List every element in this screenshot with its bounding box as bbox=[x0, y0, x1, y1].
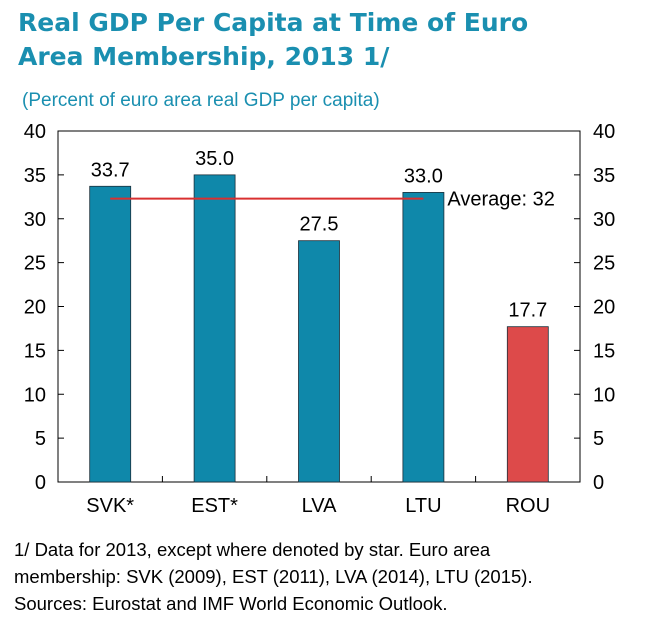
y-tick-label-left-6: 30 bbox=[24, 209, 46, 231]
footnote-line-2: membership: SVK (2009), EST (2011), LVA … bbox=[14, 566, 533, 587]
y-tick-label-right-0: 0 bbox=[593, 472, 604, 494]
data-label-SVK: 33.7 bbox=[91, 159, 130, 181]
y-tick-label-left-7: 35 bbox=[24, 165, 46, 187]
y-tick-label-right-4: 20 bbox=[593, 297, 615, 319]
y-tick-label-left-0: 0 bbox=[35, 472, 46, 494]
bar-chart: 0 0 5 5 10 10 15 15 20 20 25 25 30 30 35 35 40 40 33.7 SVK*… bbox=[24, 121, 616, 517]
bar-EST bbox=[193, 174, 236, 483]
y-tick-label-left-1: 5 bbox=[35, 428, 46, 450]
y-tick-label-right-2: 10 bbox=[593, 384, 615, 406]
y-tick-label-right-5: 25 bbox=[593, 253, 615, 275]
footnotes: 1/ Data for 2013, except where denoted b… bbox=[14, 536, 644, 617]
data-label-ROU: 17.7 bbox=[508, 300, 547, 322]
bar-LVA bbox=[298, 240, 340, 483]
chart-title-line-1: Real GDP Per Capita at Time of Euro bbox=[18, 8, 529, 37]
y-tick-label-right-1: 5 bbox=[593, 428, 604, 450]
bar-LTU bbox=[402, 192, 445, 483]
bar-SVK bbox=[89, 185, 132, 483]
x-tick-label-LTU: LTU bbox=[405, 495, 441, 517]
average-label: Average: 32 bbox=[447, 189, 555, 211]
y-tick-label-right-3: 15 bbox=[593, 340, 615, 362]
footnote-line-1: 1/ Data for 2013, except where denoted b… bbox=[14, 539, 491, 560]
x-tick-label-ROU: ROU bbox=[506, 495, 550, 517]
y-tick-label-left-2: 10 bbox=[24, 384, 46, 406]
y-tick-label-left-8: 40 bbox=[24, 121, 46, 143]
y-tick-label-right-7: 35 bbox=[593, 165, 615, 187]
chart-title-line-2: Area Membership, 2013 1/ bbox=[18, 42, 390, 71]
data-label-EST: 35.0 bbox=[195, 148, 234, 170]
chart-title: Real GDP Per Capita at Time of Euro Area… bbox=[18, 6, 638, 74]
x-tick-label-LVA: LVA bbox=[302, 495, 337, 517]
data-label-LTU: 33.0 bbox=[404, 165, 443, 187]
footnote-line-3: Sources: Eurostat and IMF World Economic… bbox=[14, 593, 448, 614]
y-tick-label-left-3: 15 bbox=[24, 340, 46, 362]
y-tick-label-right-8: 40 bbox=[593, 121, 615, 143]
y-tick-label-left-4: 20 bbox=[24, 297, 46, 319]
chart-subtitle: (Percent of euro area real GDP per capit… bbox=[22, 90, 380, 111]
x-tick-label-EST: EST* bbox=[191, 495, 238, 517]
bar-ROU bbox=[506, 326, 549, 483]
data-label-LVA: 27.5 bbox=[300, 214, 339, 236]
y-tick-label-left-5: 25 bbox=[24, 253, 46, 275]
y-tick-label-right-6: 30 bbox=[593, 209, 615, 231]
x-tick-label-SVK: SVK* bbox=[86, 495, 134, 517]
